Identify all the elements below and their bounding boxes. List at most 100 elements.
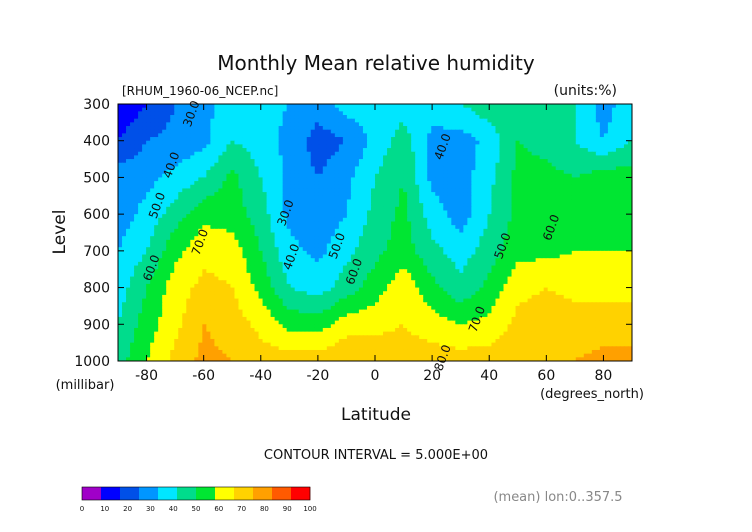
field-cell (214, 151, 219, 156)
field-cell (366, 133, 372, 138)
field-cell (491, 217, 497, 223)
field-cell (354, 104, 360, 109)
field-cell (427, 137, 432, 142)
field-cell (603, 111, 609, 116)
field-cell (411, 225, 416, 230)
field-cell (435, 107, 440, 112)
field-cell (535, 228, 541, 234)
field-cell (399, 151, 404, 156)
field-cell (322, 148, 328, 153)
field-cell (162, 151, 167, 156)
field-cell (531, 225, 537, 230)
field-cell (499, 188, 505, 193)
field-cell (134, 184, 139, 190)
field-cell (226, 206, 232, 212)
field-cell (350, 115, 356, 120)
field-cell (134, 111, 139, 116)
field-cell (202, 126, 207, 131)
field-cell (326, 115, 332, 120)
field-cell (535, 148, 541, 153)
field-cell (158, 225, 163, 230)
field-cell (274, 111, 280, 116)
field-cell (250, 166, 256, 171)
field-cell (475, 181, 481, 186)
field-cell (330, 133, 336, 138)
field-cell (595, 155, 601, 160)
field-cell (334, 192, 340, 197)
field-cell (318, 228, 324, 234)
field-cell (242, 122, 248, 127)
field-cell (322, 166, 328, 171)
field-cell (226, 129, 232, 134)
field-cell (467, 228, 472, 234)
field-cell (290, 126, 296, 131)
field-cell (519, 203, 525, 208)
field-cell (479, 236, 485, 241)
field-cell (435, 170, 440, 175)
field-cell (194, 137, 199, 142)
field-cell (415, 236, 420, 241)
field-cell (134, 107, 139, 112)
field-cell (322, 181, 328, 186)
field-cell (487, 118, 493, 123)
field-cell (202, 137, 207, 142)
field-cell (475, 232, 481, 237)
field-cell (443, 118, 448, 123)
field-cell (318, 210, 324, 215)
field-cell (210, 129, 215, 134)
field-cell (443, 137, 448, 142)
field-cell (543, 206, 549, 212)
field-cell (483, 115, 489, 120)
field-cell (358, 210, 364, 215)
field-cell (423, 107, 428, 112)
field-cell (126, 177, 131, 182)
field-cell (194, 159, 199, 164)
field-cell (362, 188, 368, 193)
field-cell (194, 148, 199, 153)
field-cell (282, 166, 288, 171)
field-cell (298, 151, 304, 156)
field-cell (467, 137, 472, 142)
field-cell (142, 217, 147, 223)
field-cell (162, 159, 167, 164)
field-cell (226, 199, 232, 204)
field-cell (439, 104, 444, 109)
field-cell (346, 236, 352, 241)
field-cell (326, 162, 332, 168)
field-cell (431, 151, 436, 156)
field-cell (547, 195, 553, 201)
field-cell (511, 151, 517, 156)
field-cell (118, 188, 123, 193)
field-cell (451, 140, 456, 145)
field-cell (258, 217, 264, 223)
field-cell (170, 159, 175, 164)
field-cell (447, 177, 452, 182)
field-cell (222, 133, 228, 138)
field-cell (178, 166, 183, 171)
field-cell (587, 137, 593, 142)
field-cell (290, 118, 296, 123)
field-cell (338, 144, 344, 149)
field-cell (274, 170, 280, 175)
field-cell (611, 159, 617, 164)
field-cell (451, 173, 456, 179)
field-cell (146, 210, 151, 215)
field-cell (290, 159, 296, 164)
field-cell (399, 104, 404, 109)
field-cell (322, 144, 328, 149)
field-cell (290, 104, 296, 109)
field-cell (214, 159, 219, 164)
field-cell (395, 225, 400, 230)
field-cell (455, 203, 460, 208)
field-cell (366, 115, 372, 120)
field-cell (242, 214, 248, 219)
field-cell (318, 104, 324, 109)
field-cell (591, 140, 597, 145)
field-cell (615, 225, 621, 230)
field-cell (346, 115, 352, 120)
field-cell (507, 159, 513, 164)
field-cell (395, 148, 400, 153)
field-cell (559, 177, 565, 182)
field-cell (238, 122, 244, 127)
field-cell (619, 129, 625, 134)
